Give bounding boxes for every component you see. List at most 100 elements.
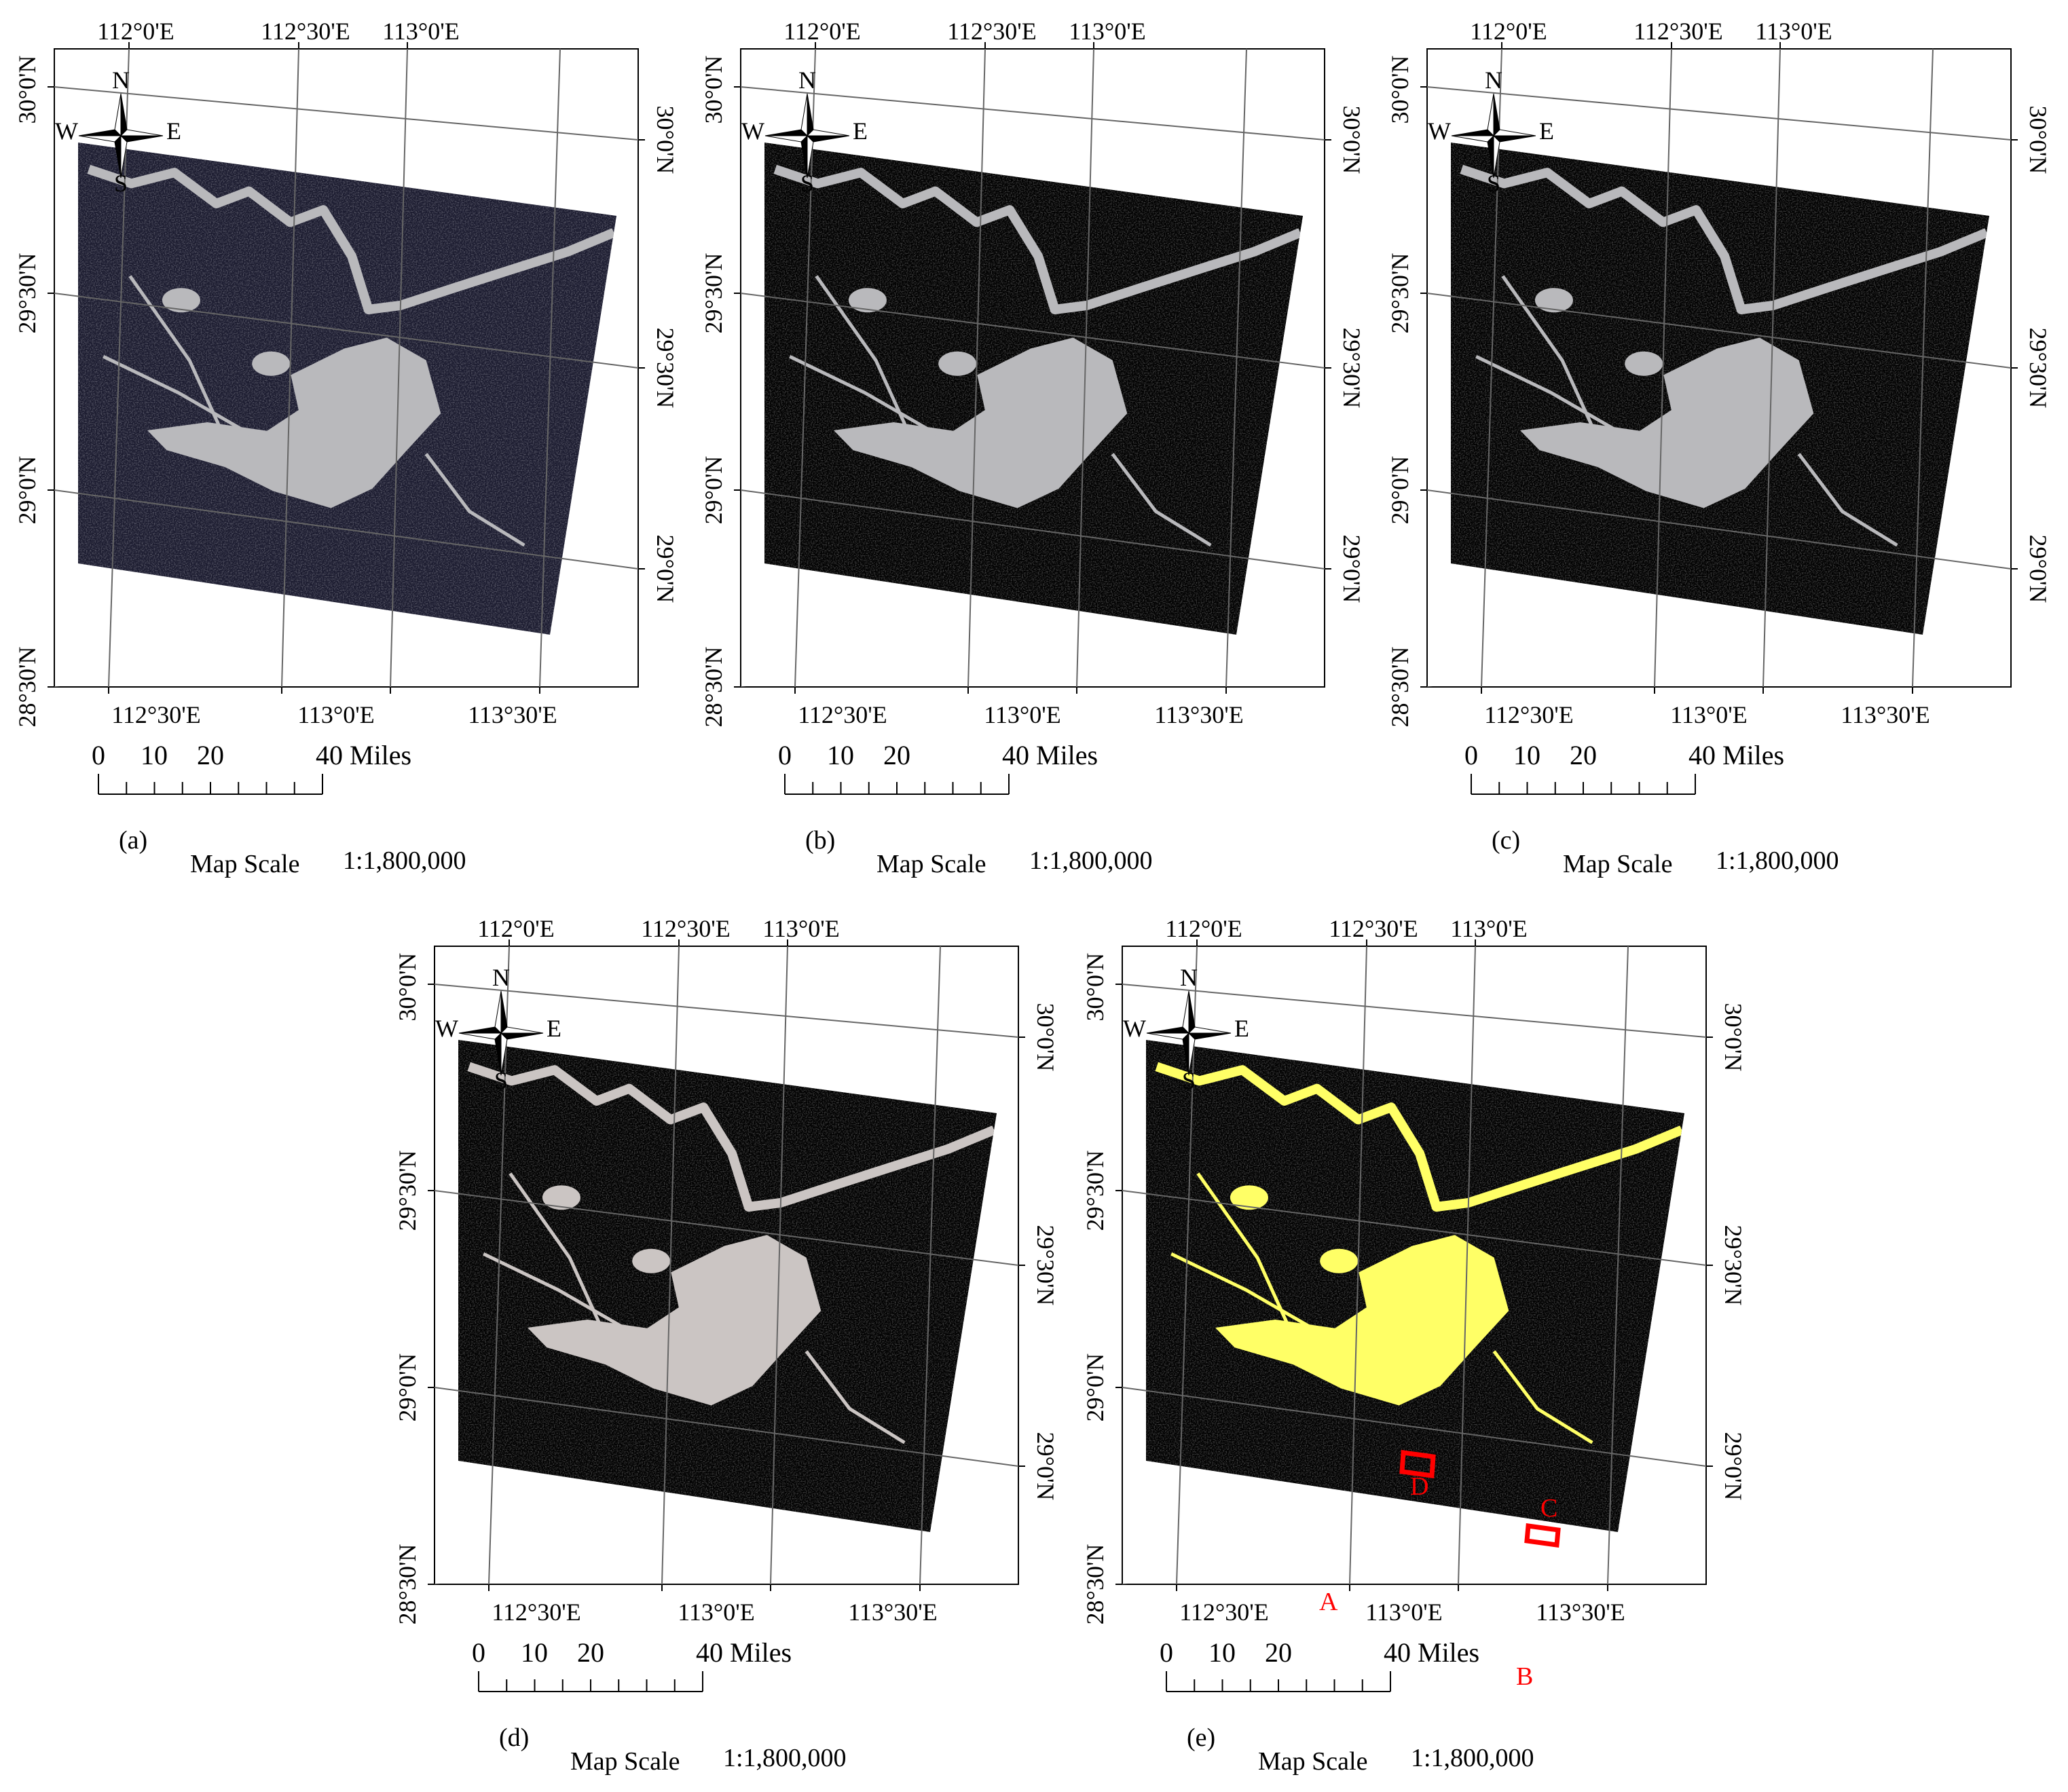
- top-lon-label: 112°30'E: [947, 18, 1037, 45]
- tributary: [103, 355, 258, 440]
- bottom-lon-label: 113°0'E: [297, 701, 375, 728]
- left-lat-label: 28°30'N: [1082, 1544, 1109, 1625]
- graticule: [1122, 946, 1706, 1584]
- scale-tick-label: 40 Miles: [1002, 740, 1098, 770]
- tributary: [483, 1252, 638, 1337]
- bottom-lon-label: 112°30'E: [798, 701, 887, 728]
- right-lat-label: 29°30'N: [1032, 1225, 1059, 1306]
- compass-letter: N: [112, 67, 130, 94]
- scale-bar: [784, 774, 1010, 795]
- panel-caption: (e): [1187, 1723, 1215, 1752]
- panel-caption: (b): [805, 826, 835, 855]
- bottom-lon-label: 113°0'E: [678, 1599, 755, 1626]
- right-lat-label: 29°0'N: [1032, 1432, 1059, 1501]
- right-lat-label: 29°30'N: [652, 328, 679, 409]
- top-lon-label: 112°0'E: [1165, 915, 1242, 942]
- compass-letter: E: [166, 117, 181, 145]
- left-lat-label: 30°0'N: [394, 953, 421, 1022]
- scale-bar: [478, 1671, 703, 1692]
- scale-tick-label: 20: [197, 740, 224, 770]
- top-lon-label: 112°30'E: [261, 18, 350, 45]
- lake-area: [834, 337, 1128, 508]
- right-lat-label: 29°30'N: [1338, 328, 1365, 409]
- lake-area: [1520, 337, 1814, 508]
- left-lat-label: 29°30'N: [1082, 1151, 1109, 1231]
- left-lat-label: 28°30'N: [14, 647, 41, 728]
- graticule: [1427, 49, 2011, 687]
- compass-letter: S: [114, 170, 128, 197]
- graticule: [54, 49, 638, 687]
- pond: [1534, 288, 1573, 313]
- pond: [252, 351, 291, 376]
- map-panel-e: 112°0'E 112°30'E 113°0'E 112°30'E 113°0'E 113…: [1082, 915, 1747, 1776]
- bottom-lon-label: 113°30'E: [1536, 1599, 1625, 1626]
- scale-tick-label: 10: [1513, 740, 1540, 770]
- top-lon-label: 112°30'E: [1329, 915, 1418, 942]
- left-lat-label: 29°0'N: [700, 456, 727, 525]
- left-lat-label: 29°30'N: [394, 1151, 421, 1231]
- region-box-d: [1399, 1450, 1436, 1478]
- scale-tick-label: 20: [1570, 740, 1597, 770]
- north-arrow-icon: N S W E: [1123, 964, 1249, 1094]
- right-lat-label: 29°0'N: [1720, 1432, 1747, 1501]
- left-lat-label: 30°0'N: [1082, 953, 1109, 1022]
- left-lat-label: 30°0'N: [14, 56, 41, 124]
- map-scale-label: Map Scale: [876, 850, 986, 878]
- bottom-lon-label: 112°30'E: [492, 1599, 581, 1626]
- top-lon-label: 112°30'E: [641, 915, 731, 942]
- tributary: [128, 275, 228, 443]
- tributary: [815, 275, 915, 443]
- compass-letter: S: [800, 170, 814, 197]
- right-lat-label: 29°30'N: [2025, 328, 2052, 409]
- compass-letter: N: [798, 67, 816, 94]
- top-lon-label: 112°0'E: [1470, 18, 1547, 45]
- bottom-lon-label: 112°30'E: [111, 701, 201, 728]
- pond: [542, 1185, 580, 1210]
- right-lat-label: 30°0'N: [1720, 1003, 1747, 1072]
- scale-tick-label: 10: [141, 740, 168, 770]
- scale-bar: [98, 774, 323, 795]
- map-panel-b: 112°0'E 112°30'E 113°0'E 112°30'E 113°0'E 113…: [700, 18, 1365, 878]
- river: [87, 164, 616, 314]
- river: [773, 164, 1302, 314]
- map-panel-a: 112°0'E 112°30'E 113°0'E 112°30'E 113°0'E 113…: [14, 18, 679, 878]
- top-lon-label: 112°0'E: [477, 915, 555, 942]
- pond: [938, 351, 977, 376]
- scale-tick-label: 40 Miles: [1688, 740, 1784, 770]
- bottom-lon-label: 113°30'E: [468, 701, 557, 728]
- left-lat-label: 29°0'N: [394, 1354, 421, 1422]
- compass-letter: E: [1539, 117, 1554, 145]
- left-lat-label: 28°30'N: [700, 647, 727, 728]
- compass-letter: N: [1180, 964, 1198, 991]
- tributary: [1797, 453, 1898, 547]
- compass-letter: W: [741, 117, 764, 145]
- scale-tick-label: 10: [1208, 1637, 1236, 1668]
- tributary: [509, 1172, 608, 1341]
- left-lat-label: 30°0'N: [1386, 56, 1414, 124]
- top-lon-label: 113°0'E: [1755, 18, 1832, 45]
- tributary: [424, 453, 525, 547]
- region-label: C: [1540, 1494, 1557, 1523]
- scale-tick-label: 0: [92, 740, 105, 770]
- lake-area: [528, 1235, 821, 1406]
- compass-letter: S: [1182, 1067, 1196, 1094]
- top-lon-label: 113°0'E: [762, 915, 840, 942]
- compass-letter: E: [853, 117, 868, 145]
- pond: [162, 288, 200, 313]
- map-scale-label: Map Scale: [1258, 1747, 1367, 1776]
- bottom-lon-label: 113°30'E: [1841, 701, 1930, 728]
- bottom-lon-label: 112°30'E: [1179, 1599, 1269, 1626]
- right-lat-label: 30°0'N: [652, 106, 679, 174]
- region-label: D: [1410, 1472, 1428, 1501]
- scale-tick-label: 40 Miles: [1384, 1637, 1479, 1668]
- map-panel-c: 112°0'E 112°30'E 113°0'E 112°30'E 113°0'E 113…: [1386, 18, 2052, 878]
- tributary: [1492, 1350, 1593, 1444]
- bottom-lon-label: 113°0'E: [984, 701, 1061, 728]
- compass-letter: N: [492, 964, 510, 991]
- left-lat-label: 29°0'N: [14, 456, 41, 525]
- right-lat-label: 29°0'N: [1338, 535, 1365, 603]
- bottom-lon-label: 113°0'E: [1365, 1599, 1443, 1626]
- left-lat-label: 29°30'N: [1386, 253, 1414, 334]
- compass-letter: E: [1234, 1015, 1249, 1042]
